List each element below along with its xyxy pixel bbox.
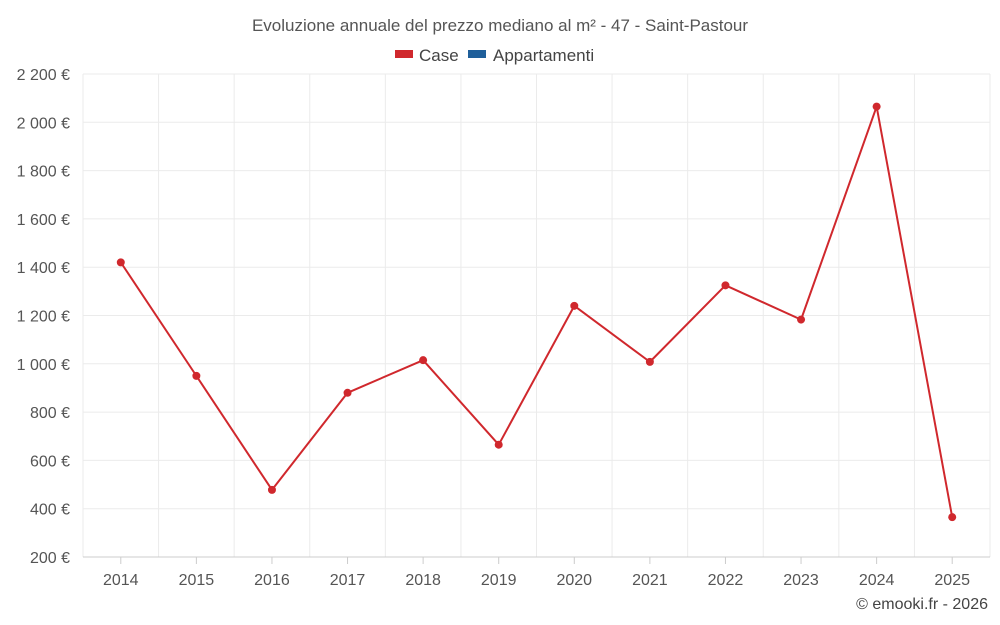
legend-swatch-case [395,50,413,58]
legend: Case Appartamenti [395,46,594,65]
x-tick-label: 2024 [859,572,895,589]
data-point-2021[interactable] [645,357,654,366]
data-point-2017[interactable] [343,388,352,397]
x-tick-label: 2015 [179,572,215,589]
x-tick-label: 2021 [632,572,668,589]
y-tick-label: 1 200 € [17,309,70,326]
x-tick-label: 2018 [405,572,441,589]
y-tick-label: 2 200 € [17,67,70,84]
y-tick-label: 1 000 € [17,357,70,374]
data-point-2024[interactable] [872,102,881,111]
data-point-2025[interactable] [948,513,957,522]
x-tick-label: 2022 [708,572,744,589]
gridlines [82,73,991,557]
y-axis: 200 € 400 € 600 € 800 € 1 000 € 1 200 € 1 400 … [17,67,70,567]
data-point-2019[interactable] [494,440,503,449]
y-tick-label: 1 800 € [17,164,70,181]
x-tick-label: 2020 [556,572,592,589]
legend-label-appartamenti[interactable]: Appartamenti [493,46,594,65]
x-tick-label: 2019 [481,572,517,589]
data-point-2023[interactable] [797,315,806,324]
x-tick-label: 2014 [103,572,139,589]
y-tick-label: 800 € [30,405,70,422]
y-tick-label: 1 600 € [17,212,70,229]
legend-label-case[interactable]: Case [419,46,459,65]
data-point-2020[interactable] [570,301,579,310]
y-tick-label: 2 000 € [17,115,70,132]
series-line-case [119,105,954,518]
data-point-2015[interactable] [192,371,201,380]
legend-swatch-appartamenti [468,50,486,58]
x-tick-label: 2023 [783,572,819,589]
credit-text: © emooki.fr - 2026 [856,596,988,613]
x-axis: 2014 2015 2016 2017 2018 2019 2020 2021 2022 2023… [83,556,990,589]
y-tick-label: 600 € [30,453,70,470]
x-tick-label: 2016 [254,572,290,589]
y-tick-label: 400 € [30,502,70,519]
x-tick-label: 2017 [330,572,366,589]
y-tick-label: 200 € [30,550,70,567]
data-point-2022[interactable] [721,281,730,290]
x-tick-label: 2025 [934,572,970,589]
data-point-2014[interactable] [116,258,125,267]
series-case [116,102,957,522]
chart-title: Evoluzione annuale del prezzo mediano al… [252,16,748,35]
data-point-2016[interactable] [267,485,276,494]
y-tick-label: 1 400 € [17,260,70,277]
data-point-2018[interactable] [419,356,428,365]
